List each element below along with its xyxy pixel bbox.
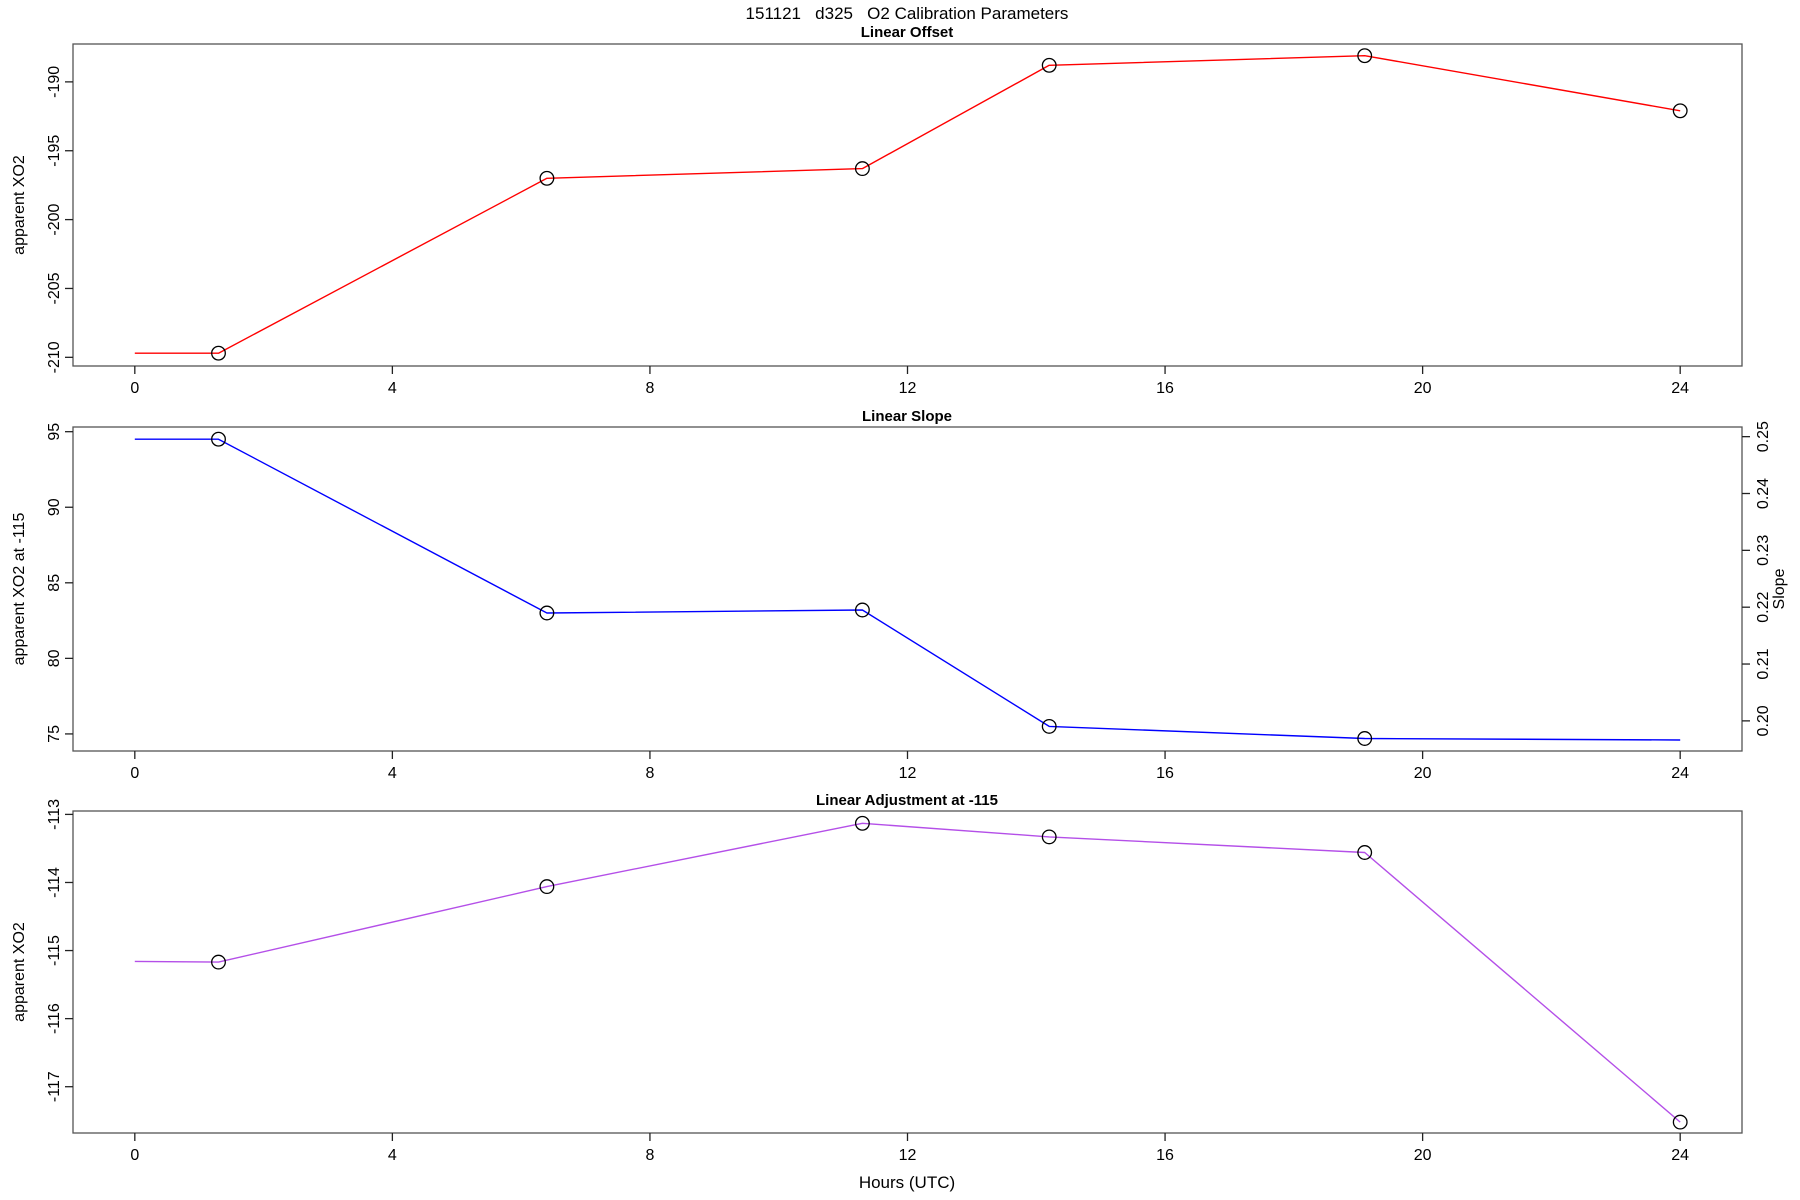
x-tick-label: 4 <box>388 1147 397 1164</box>
series-line <box>134 55 1681 354</box>
panel-1: 0 4 8 12 16 20 24 -210 -205 -200 -195 -190 <box>46 43 1743 397</box>
y-tick-label: -115 <box>46 935 63 966</box>
data-point-marker <box>539 170 555 186</box>
panel-box <box>72 43 1743 367</box>
y2-tick-label: 0.23 <box>1755 535 1772 566</box>
x-tick-label: 24 <box>1671 765 1689 782</box>
data-point-marker <box>1357 845 1373 860</box>
y-tick-label: 90 <box>46 498 63 516</box>
y2-tick-label: 0.22 <box>1755 592 1772 623</box>
x-tick-label: 16 <box>1156 765 1174 782</box>
x-tick-label: 20 <box>1414 765 1432 782</box>
panel2-title: Linear Slope <box>862 408 952 425</box>
x-tick-label: 0 <box>130 765 139 782</box>
x-tick-label: 8 <box>645 1147 654 1164</box>
y-tick-label: -114 <box>46 867 63 898</box>
y-tick-label: -117 <box>46 1071 63 1102</box>
y-tick-label: -200 <box>46 203 63 235</box>
data-point-marker <box>1357 731 1373 746</box>
panel-box <box>72 426 1743 752</box>
series-line <box>134 822 1681 1123</box>
x-tick-label: 24 <box>1671 380 1689 397</box>
x-tick-label: 8 <box>645 765 654 782</box>
x-tick-label: 0 <box>130 1147 139 1164</box>
main-title: 151121 d325 O2 Calibration Parameters <box>746 4 1069 23</box>
y-tick-label: -205 <box>46 272 63 304</box>
y2-tick-label: 0.25 <box>1755 421 1772 452</box>
y-tick-label: 85 <box>46 574 63 592</box>
x-tick-label: 12 <box>899 765 917 782</box>
data-point-marker <box>211 954 226 970</box>
y-tick-label: -190 <box>46 66 63 98</box>
panel-box <box>72 810 1743 1134</box>
y-tick-label: -210 <box>46 341 63 373</box>
y2-tick-label: 0.24 <box>1755 478 1772 509</box>
data-point-marker <box>539 605 555 621</box>
x-tick-label: 4 <box>388 380 397 397</box>
x-tick-label: 0 <box>130 380 139 397</box>
x-tick-label: 4 <box>388 765 397 782</box>
panel3-y-axis-label: apparent XO2 <box>11 922 28 1022</box>
y-tick-label: -116 <box>46 1003 63 1034</box>
panel2-right-axis-label: Slope <box>1771 568 1788 609</box>
data-point-marker <box>1041 718 1057 734</box>
data-point-marker <box>854 602 870 618</box>
panel-2: 0 4 8 12 16 20 24 75 80 85 90 95 0.20 0.21 0.22 0.23 0.2… <box>46 421 1772 782</box>
y-tick-label: 95 <box>46 423 63 441</box>
x-tick-label: 12 <box>899 1147 917 1164</box>
panels-group: 0 4 8 12 16 20 24 -210 -205 -200 -195 -190 0 4 8 12 16 20… <box>46 43 1772 1164</box>
data-point-marker <box>211 345 226 361</box>
x-tick-label: 20 <box>1414 1147 1432 1164</box>
series-line <box>134 438 1681 741</box>
panel1-y-axis-label: apparent XO2 <box>11 155 28 255</box>
y-tick-label: 75 <box>46 725 63 743</box>
y-tick-label: -113 <box>46 799 63 830</box>
data-point-marker <box>1041 829 1057 845</box>
y2-tick-label: 0.20 <box>1755 705 1772 736</box>
panel1-title: Linear Offset <box>861 24 954 41</box>
data-point-marker <box>211 431 226 447</box>
panel-3: 0 4 8 12 16 20 24 -117 -116 -115 -114 -113 <box>46 799 1743 1164</box>
y-tick-label: 80 <box>46 649 63 667</box>
x-tick-label: 24 <box>1671 1147 1689 1164</box>
panel2-y-axis-label: apparent XO2 at -115 <box>11 513 28 666</box>
x-tick-label: 8 <box>645 380 654 397</box>
data-point-marker <box>1672 103 1688 119</box>
data-point-marker <box>1041 57 1057 73</box>
x-tick-label: 16 <box>1156 380 1174 397</box>
x-tick-label: 20 <box>1414 380 1432 397</box>
data-point-marker <box>854 815 870 831</box>
data-point-marker <box>1672 1114 1688 1130</box>
x-tick-label: 16 <box>1156 1147 1174 1164</box>
panel3-title: Linear Adjustment at -115 <box>816 792 998 809</box>
x-tick-label: 12 <box>899 380 917 397</box>
data-point-marker <box>854 161 870 177</box>
data-point-marker <box>1357 48 1373 64</box>
y-tick-label: -195 <box>46 135 63 167</box>
y2-tick-label: 0.21 <box>1755 648 1772 679</box>
data-point-marker <box>539 879 555 895</box>
x-axis-label: Hours (UTC) <box>859 1173 955 1192</box>
